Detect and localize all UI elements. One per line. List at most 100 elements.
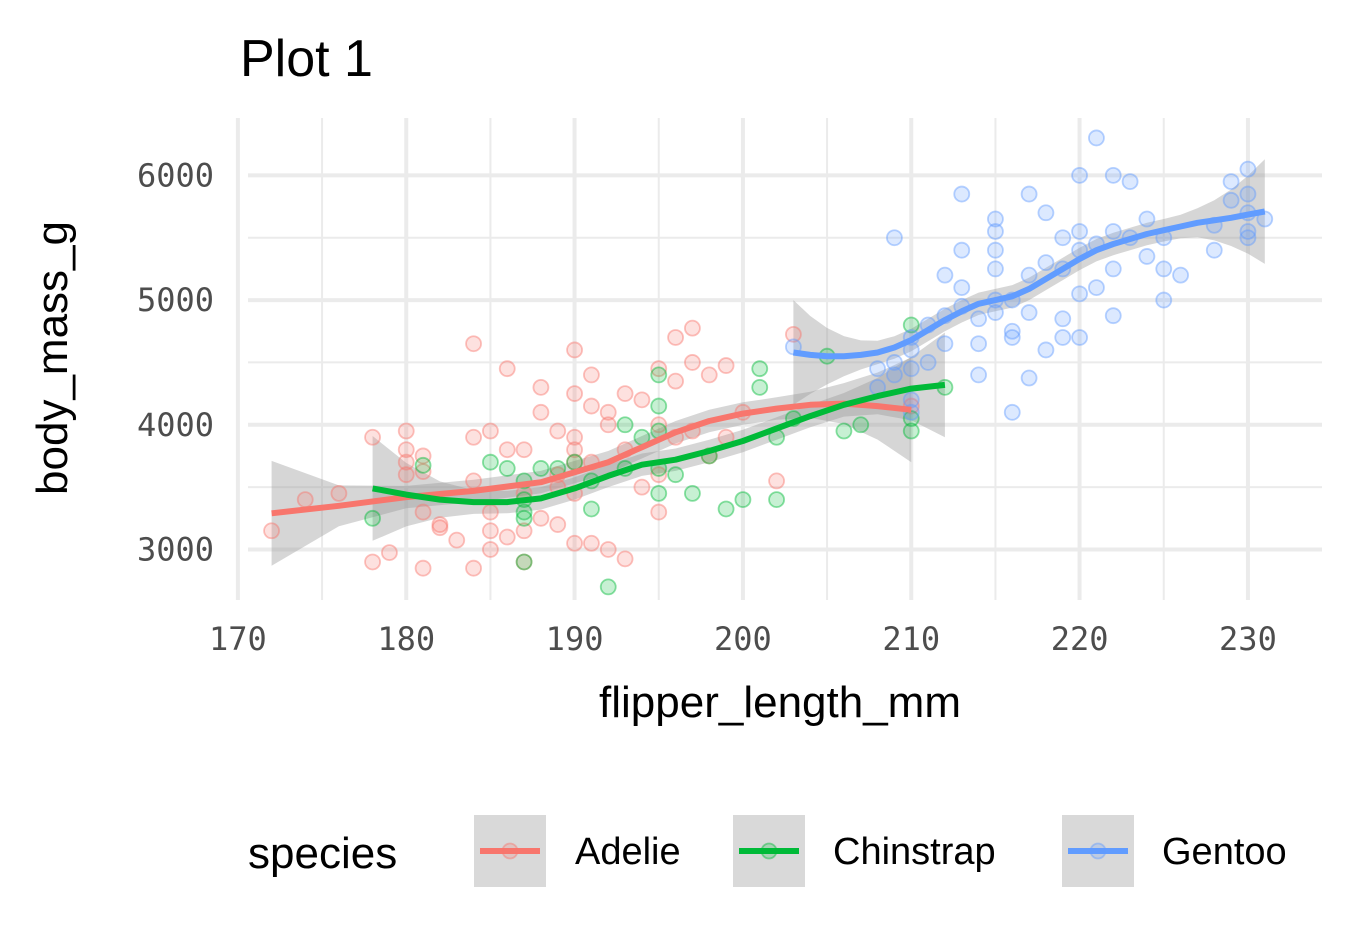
point-gentoo (1071, 166, 1088, 184)
point-gentoo (1239, 160, 1257, 178)
point-gentoo (1054, 310, 1072, 328)
point-adelie (431, 519, 449, 537)
point-gentoo (1138, 210, 1156, 228)
point-chinstrap (734, 491, 752, 509)
point-adelie (599, 403, 617, 421)
point-chinstrap (616, 416, 634, 434)
legend-key-point-gentoo (1089, 842, 1107, 860)
point-adelie (414, 503, 432, 521)
point-chinstrap (515, 553, 533, 571)
point-chinstrap (650, 484, 668, 502)
point-adelie (431, 516, 449, 533)
point-chinstrap (717, 500, 735, 518)
point-gentoo (970, 335, 987, 353)
point-adelie (566, 341, 583, 359)
minor-gridlines (248, 118, 1322, 600)
point-gentoo (1104, 166, 1122, 184)
x-tick-label: 210 (882, 620, 940, 658)
point-gentoo (886, 229, 903, 247)
point-adelie (381, 544, 398, 562)
point-adelie (650, 360, 668, 378)
point-adelie (599, 541, 617, 558)
point-gentoo (1071, 223, 1088, 240)
point-adelie (482, 422, 499, 440)
point-adelie (465, 559, 482, 577)
point-gentoo (1205, 241, 1223, 259)
point-chinstrap (650, 366, 668, 384)
point-gentoo (987, 304, 1004, 321)
point-chinstrap (650, 397, 668, 415)
legend-label-chinstrap: Chinstrap (833, 831, 996, 873)
y-tick-label: 4000 (137, 406, 214, 444)
point-gentoo (1104, 307, 1122, 325)
point-gentoo (1003, 403, 1021, 421)
point-gentoo (987, 241, 1004, 259)
point-gentoo (886, 354, 903, 371)
point-adelie (515, 553, 533, 571)
point-adelie (263, 522, 280, 540)
point-gentoo (953, 279, 971, 297)
point-gentoo (970, 366, 987, 384)
legend-key-point-chinstrap (760, 842, 778, 860)
point-adelie (532, 509, 550, 527)
point-chinstrap (515, 503, 533, 521)
ribbon-gentoo (793, 159, 1265, 405)
x-tick-label: 190 (546, 620, 604, 658)
point-gentoo (1138, 248, 1156, 265)
point-adelie (498, 528, 516, 546)
point-chinstrap (566, 453, 583, 471)
point-adelie (482, 541, 499, 558)
point-gentoo (1104, 260, 1122, 278)
legend-title: species (248, 829, 397, 878)
x-tick-label: 180 (377, 620, 435, 658)
point-gentoo (1172, 266, 1189, 284)
point-adelie (364, 553, 381, 571)
point-adelie (465, 428, 482, 446)
point-adelie (684, 354, 701, 371)
point-adelie (532, 403, 550, 421)
point-gentoo (987, 260, 1004, 278)
legend-key-point-adelie (501, 842, 519, 860)
point-gentoo (886, 366, 903, 384)
point-gentoo (953, 241, 971, 259)
point-adelie (583, 366, 600, 384)
point-adelie (549, 422, 567, 440)
point-chinstrap (852, 416, 870, 434)
point-gentoo (936, 266, 954, 284)
smooth-line-adelie (271, 400, 912, 517)
point-adelie (296, 491, 314, 509)
point-adelie (650, 416, 668, 434)
point-chinstrap (667, 466, 684, 484)
point-gentoo (1037, 204, 1055, 222)
point-adelie (684, 319, 701, 337)
chart-title: Plot 1 (240, 30, 373, 88)
point-chinstrap (515, 509, 533, 527)
point-gentoo (1071, 329, 1088, 346)
point-gentoo (1037, 254, 1055, 272)
point-adelie (414, 559, 432, 577)
x-tick-label: 230 (1219, 620, 1277, 658)
point-gentoo (1003, 329, 1021, 346)
point-gentoo (1222, 173, 1240, 191)
point-chinstrap (902, 410, 920, 427)
x-tick-label: 220 (1051, 620, 1109, 658)
point-chinstrap (532, 460, 550, 477)
y-tick-label: 3000 (137, 530, 214, 568)
legend-label-gentoo: Gentoo (1162, 831, 1287, 873)
x-tick-label: 170 (209, 620, 267, 658)
point-chinstrap (835, 422, 853, 440)
point-chinstrap (414, 456, 432, 474)
point-gentoo (987, 210, 1004, 228)
point-chinstrap (902, 422, 920, 440)
point-adelie (700, 366, 718, 384)
point-gentoo (1222, 191, 1240, 209)
point-gentoo (1020, 304, 1038, 321)
point-adelie (414, 463, 432, 480)
point-adelie (448, 531, 466, 549)
point-chinstrap (583, 500, 600, 518)
smooth-line-chinstrap (372, 381, 946, 506)
point-chinstrap (751, 378, 769, 396)
point-adelie (616, 385, 634, 403)
point-adelie (482, 503, 499, 521)
point-gentoo (1239, 229, 1257, 247)
